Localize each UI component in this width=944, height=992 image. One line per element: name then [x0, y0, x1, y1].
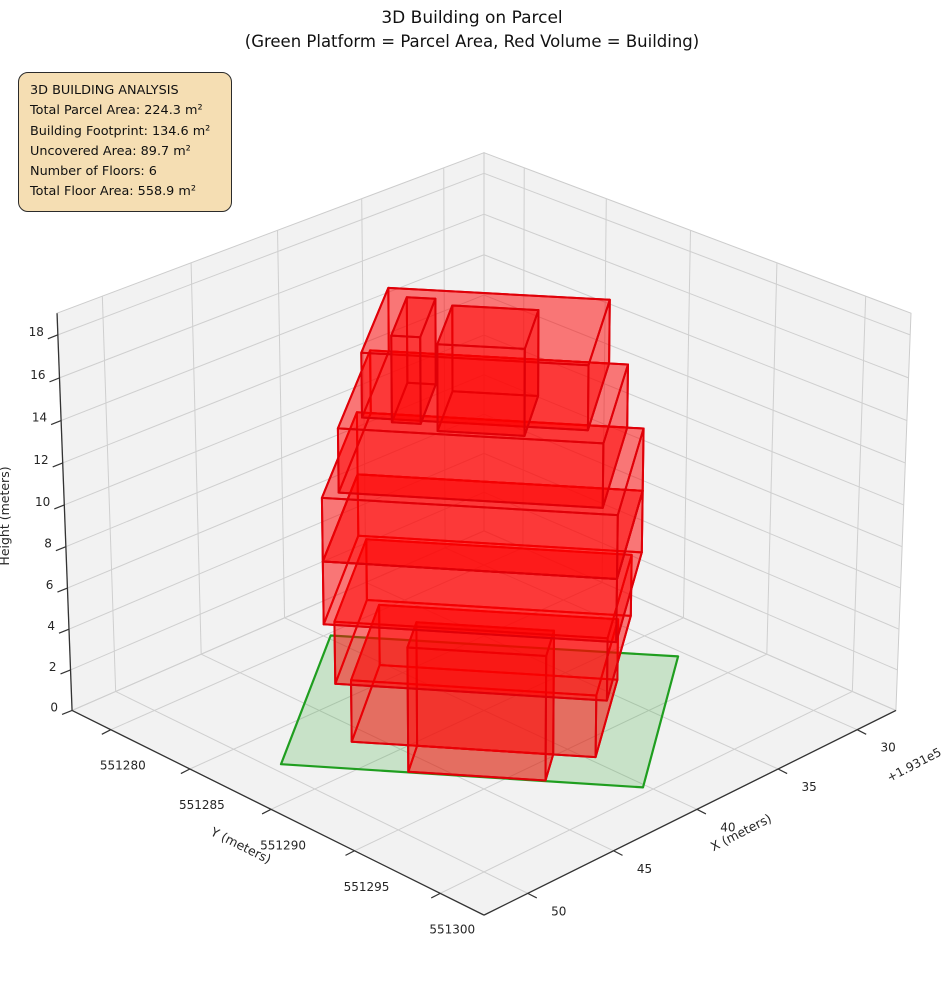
grid-line-x-wall — [277, 230, 286, 618]
info-num-floors: Number of Floors: 6 — [30, 164, 157, 180]
analysis-info-box: 3D BUILDING ANALYSIS Total Parcel Area: … — [18, 72, 232, 212]
grid-line-z-left — [62, 294, 485, 464]
grid-line-z-left — [71, 530, 485, 711]
building-floor-2-face-top — [333, 538, 633, 640]
info-floor-area: Total Floor Area: 558.9 m² — [30, 184, 196, 200]
grid-line-x-floor — [444, 547, 858, 731]
grid-line-y-floor — [354, 653, 768, 852]
grid-line-z-right — [483, 530, 897, 711]
grid-line-y-wall — [682, 230, 691, 618]
z-tick-mark — [47, 334, 59, 340]
grid-line-z-left — [67, 413, 485, 589]
y-axis-spine — [71, 709, 485, 916]
y-tick-label: 551295 — [344, 880, 390, 894]
info-box-header: 3D BUILDING ANALYSIS — [30, 83, 179, 98]
info-footprint: Building Footprint: 134.6 m² — [30, 123, 211, 139]
y-tick-mark — [180, 768, 191, 775]
grid-line-z-right — [483, 491, 898, 671]
y-tick-mark — [261, 808, 272, 815]
y-tick-label: 551300 — [429, 922, 475, 936]
grid-line-x-floor — [365, 581, 779, 770]
x-tick-label: 50 — [551, 904, 566, 918]
x-tick-mark — [777, 768, 788, 775]
grid-line-y-wall — [601, 198, 607, 583]
y-tick-mark — [345, 850, 355, 856]
z-axis-spine — [56, 313, 73, 711]
grid-line-z-right — [483, 374, 903, 548]
grid-line-z-left — [64, 334, 485, 506]
grid-line-z-right — [483, 172, 911, 336]
x-tick-label: 40 — [720, 820, 735, 834]
grid-line-x-floor — [115, 690, 528, 894]
z-tick-mark — [60, 669, 71, 675]
grid-line-z-right — [483, 254, 908, 422]
z-tick-label: 10 — [35, 495, 50, 509]
z-tick-label: 6 — [46, 578, 54, 592]
x-tick-label: 35 — [801, 780, 816, 794]
grid-line-y-floor — [270, 617, 684, 810]
y-tick-label: 551280 — [100, 759, 146, 773]
y-tick-mark — [101, 729, 112, 735]
building-rooftop-box-face-top — [436, 304, 540, 350]
z-tick-label: 4 — [47, 619, 55, 633]
chart-title-line2: (Green Platform = Parcel Area, Red Volum… — [244, 32, 700, 51]
z-axis-label: Height (meters) — [0, 466, 12, 565]
building-rooftop-small-face-front — [390, 334, 422, 425]
grid-line-y-floor — [110, 547, 524, 731]
z-tick-label: 12 — [33, 453, 48, 467]
grid-line-x-floor — [284, 617, 698, 810]
info-uncovered: Uncovered Area: 89.7 m² — [30, 143, 191, 159]
z-tick-mark — [49, 377, 60, 383]
grid-line-x-wall — [101, 296, 117, 692]
z-tick-label: 8 — [44, 537, 52, 551]
grid-line-z-left — [57, 172, 485, 336]
building-floor-4-face-top — [320, 411, 645, 517]
y-tick-label: 551290 — [260, 838, 306, 852]
chart-title: 3D Building on Parcel (Green Platform = … — [0, 7, 944, 53]
building-rooftop-box-face-front — [436, 343, 526, 437]
x-tick-mark — [527, 892, 538, 899]
grid-line-x-wall — [361, 198, 367, 583]
info-parcel-area: Total Parcel Area: 224.3 m² — [30, 103, 203, 119]
x-axis-label: X (meters) — [708, 811, 774, 855]
z-tick-label: 0 — [50, 700, 58, 714]
grid-line-z-left — [60, 254, 485, 422]
chart-title-line1: 3D Building on Parcel — [381, 8, 563, 28]
z-tick-label: 18 — [29, 325, 44, 339]
grid-line-z-right — [483, 213, 909, 379]
z-tick-label: 14 — [32, 411, 47, 425]
y-tick-mark — [430, 892, 441, 899]
x-tick-mark — [856, 729, 867, 735]
z-tick-label: 2 — [49, 660, 57, 674]
grid-line-z-right — [483, 452, 900, 630]
grid-line-y-wall — [851, 296, 867, 692]
building-floor-6-face-top — [360, 286, 611, 367]
x-tick-mark — [613, 850, 623, 856]
building-rooftop-small-face-top — [390, 296, 437, 339]
grid-line-x-wall — [190, 262, 202, 655]
grid-line-z-left — [68, 452, 485, 630]
grid-line-z-left — [59, 213, 485, 379]
z-tick-mark — [57, 587, 68, 593]
z-tick-label: 16 — [30, 368, 45, 382]
grid-line-z-right — [483, 413, 901, 589]
z-tick-mark — [55, 546, 67, 552]
grid-line-y-wall — [766, 262, 778, 655]
x-axis-spine — [483, 709, 897, 916]
x-tick-label: 45 — [637, 862, 652, 876]
x-tick-mark — [696, 808, 707, 815]
z-tick-mark — [58, 628, 70, 634]
x-tick-label: 30 — [881, 741, 896, 755]
grid-line-z-right — [483, 294, 906, 464]
grid-line-z-left — [70, 491, 485, 671]
z-tick-mark — [52, 462, 63, 468]
y-tick-label: 551285 — [179, 798, 225, 812]
z-tick-mark — [54, 504, 65, 510]
grid-line-y-floor — [440, 690, 853, 894]
z-tick-mark — [50, 419, 62, 426]
grid-line-z-left — [65, 374, 485, 548]
z-tick-mark — [61, 709, 73, 716]
